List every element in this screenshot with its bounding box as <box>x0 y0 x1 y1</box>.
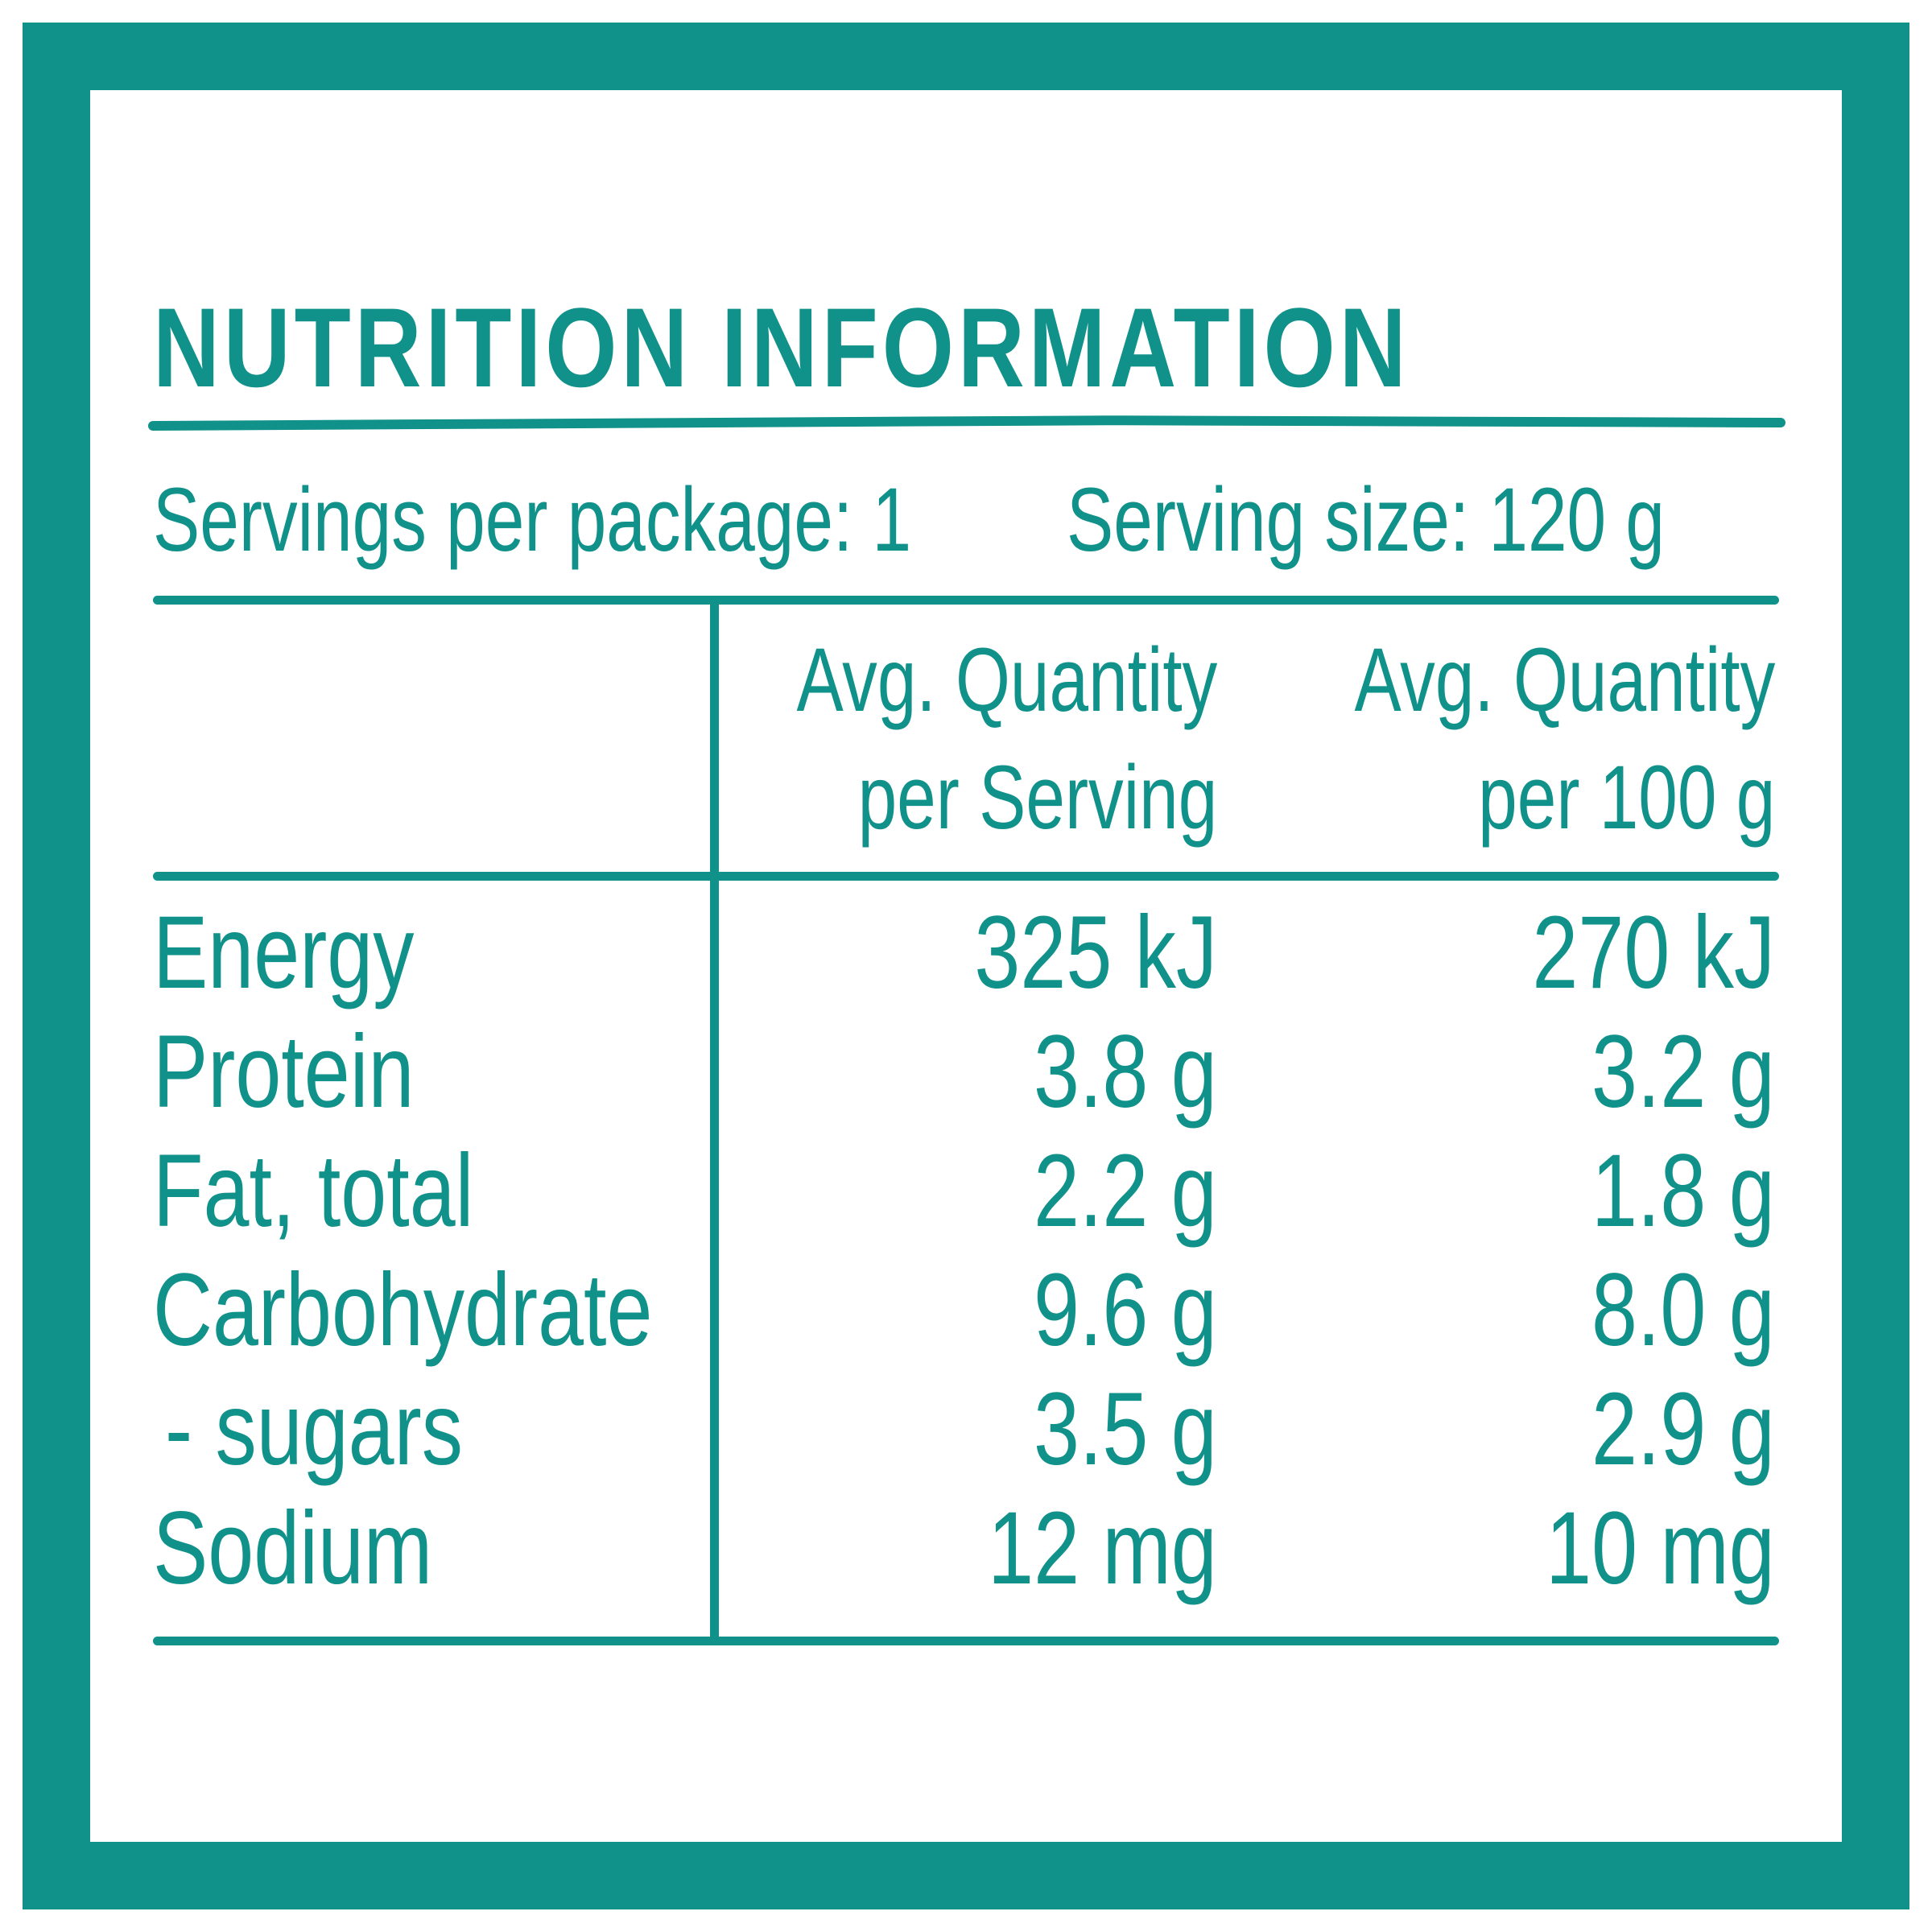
nutrient-per-100g: 1.8 g <box>1591 1133 1775 1249</box>
nutrient-name: Fat, total <box>153 1133 474 1249</box>
table-row-protein: Protein 3.8 g 3.2 g <box>0 1013 1932 1132</box>
nutrient-per-100g: 2.9 g <box>1591 1372 1775 1487</box>
nutrient-per-100g: 10 mg <box>1546 1491 1775 1606</box>
serving-size: Serving size: 120 g <box>1067 469 1665 570</box>
table-row-sodium: Sodium 12 mg 10 mg <box>0 1489 1932 1608</box>
table-row-sugars: - sugars 3.5 g 2.9 g <box>0 1370 1932 1489</box>
table-top-rule <box>153 596 1779 605</box>
column-header-per-100g: Avg. Quantity per 100 g <box>1354 621 1775 857</box>
nutrient-name: Sodium <box>153 1491 433 1606</box>
column-header-per-100g-line2: per 100 g <box>1477 747 1775 848</box>
nutrient-per-serving: 9.6 g <box>1034 1253 1217 1368</box>
nutrition-title: NUTRITION INFORMATION <box>153 284 1410 411</box>
nutrient-per-100g: 3.2 g <box>1591 1014 1775 1129</box>
label-border-frame <box>23 23 1909 1909</box>
nutrient-name: Protein <box>153 1014 415 1129</box>
nutrient-per-serving: 3.5 g <box>1034 1372 1217 1487</box>
column-header-per-serving: Avg. Quantity per Serving <box>796 621 1217 857</box>
table-row-fat-total: Fat, total 2.2 g 1.8 g <box>0 1132 1932 1251</box>
nutrient-name: Carbohydrate <box>153 1253 653 1368</box>
column-header-per-serving-line1: Avg. Quantity <box>796 630 1217 730</box>
nutrient-per-100g: 8.0 g <box>1591 1253 1775 1368</box>
servings-per-package: Servings per package: 1 <box>153 469 912 570</box>
table-row-carbohydrate: Carbohydrate 9.6 g 8.0 g <box>0 1251 1932 1370</box>
column-header-per-serving-line2: per Serving <box>857 747 1217 848</box>
nutrient-name: - sugars <box>165 1372 463 1487</box>
nutrient-per-100g: 270 kJ <box>1532 895 1775 1010</box>
table-bottom-rule <box>153 1637 1779 1645</box>
table-row-energy: Energy 325 kJ 270 kJ <box>0 894 1932 1013</box>
table-header-rule <box>153 872 1779 881</box>
nutrient-per-serving: 2.2 g <box>1034 1133 1217 1249</box>
nutrient-name: Energy <box>153 895 415 1010</box>
table-column-divider <box>710 601 719 1642</box>
title-underline <box>148 415 1785 431</box>
nutrient-per-serving: 325 kJ <box>974 895 1217 1010</box>
nutrient-table-body: Energy 325 kJ 270 kJ Protein 3.8 g 3.2 g… <box>0 894 1932 1608</box>
column-header-per-100g-line1: Avg. Quantity <box>1354 630 1775 730</box>
nutrient-per-serving: 3.8 g <box>1034 1014 1217 1129</box>
nutrient-per-serving: 12 mg <box>988 1491 1217 1606</box>
